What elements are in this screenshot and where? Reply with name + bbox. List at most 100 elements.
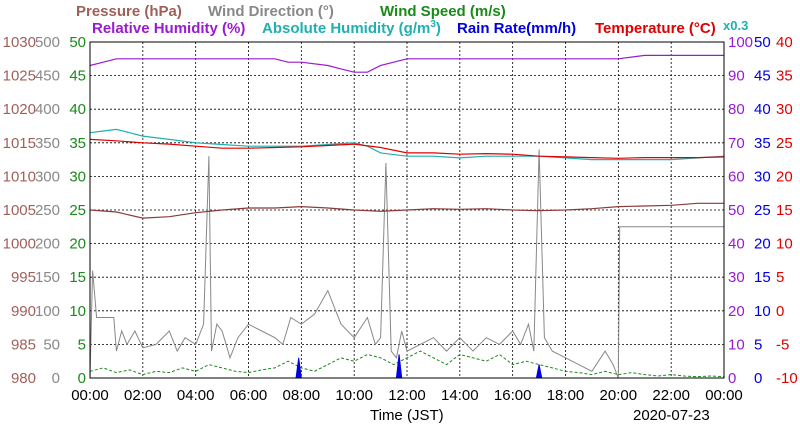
tick-label-wind-speed: 10 (69, 303, 86, 320)
tick-label-wind-direction: 0 (52, 370, 60, 387)
tick-label-wind-speed: 0 (78, 370, 86, 387)
series-group (89, 54, 725, 379)
tick-label-pressure: 985 (11, 336, 36, 353)
header-wind-speed: Wind Speed (m/s) (380, 3, 506, 20)
tick-label-pressure: 990 (11, 303, 36, 320)
tick-label-wind-speed: 35 (69, 135, 86, 152)
tick-label-wind-direction: 350 (35, 135, 60, 152)
header-absolute-humidity-close: ) (436, 20, 441, 37)
tick-label-wind-direction: 200 (35, 236, 60, 253)
series-pressure (89, 202, 724, 219)
tick-label-pressure: 1015 (3, 135, 36, 152)
x-axis-label: Time (JST) (370, 407, 444, 424)
tick-labels: 1030102510201015101010051000995990985980… (3, 34, 798, 404)
tick-label-pressure: 1030 (3, 34, 36, 51)
tick-label-temperature: 10 (776, 236, 793, 253)
tick-label-wind-direction: 400 (35, 101, 60, 118)
tick-label-rain-rate: 50 (754, 34, 771, 51)
tick-label-wind-direction: 100 (35, 303, 60, 320)
tick-label-rain-rate: 35 (754, 135, 771, 152)
series-relative-humidity (89, 54, 724, 73)
tick-label-temperature: 40 (776, 34, 793, 51)
header-absolute-humidity-exp: 3 (430, 19, 436, 30)
tick-label-relative-humidity: 20 (728, 303, 745, 320)
tick-label-wind-speed: 15 (69, 269, 86, 286)
tick-label-wind-direction: 300 (35, 168, 60, 185)
tick-label-rain-rate: 15 (754, 269, 771, 286)
tick-label-rain-rate: 0 (754, 370, 762, 387)
header-rain-rate: Rain Rate(mm/h) (457, 20, 576, 37)
tick-label-pressure: 1025 (3, 68, 36, 85)
tick-label-rain-rate: 10 (754, 303, 771, 320)
header-scale-note: x0.3 (723, 18, 748, 33)
tick-label-wind-speed: 5 (78, 336, 86, 353)
tick-label-wind-direction: 50 (43, 336, 60, 353)
x-tick-label: 12:00 (388, 387, 426, 404)
tick-label-relative-humidity: 30 (728, 269, 745, 286)
series-wind-direction (89, 149, 724, 379)
x-tick-label: 02:00 (124, 387, 162, 404)
x-tick-label: 08:00 (283, 387, 321, 404)
tick-label-pressure: 995 (11, 269, 36, 286)
tick-label-pressure: 1000 (3, 236, 36, 253)
tick-label-relative-humidity: 50 (728, 202, 745, 219)
tick-label-rain-rate: 25 (754, 202, 771, 219)
tick-label-rain-rate: 5 (754, 336, 762, 353)
tick-label-relative-humidity: 100 (728, 34, 753, 51)
series-absolute-humidity (89, 128, 725, 161)
header-relative-humidity: Relative Humidity (%) (92, 20, 245, 37)
series-rain-rate-spike (395, 354, 403, 379)
date-label: 2020-07-23 (633, 407, 710, 424)
tick-label-relative-humidity: 70 (728, 135, 745, 152)
tick-label-temperature: 15 (776, 202, 793, 219)
tick-label-wind-direction: 150 (35, 269, 60, 286)
tick-label-pressure: 1010 (3, 168, 36, 185)
tick-label-relative-humidity: 80 (728, 101, 745, 118)
x-tick-label: 00:00 (705, 387, 743, 404)
x-tick-label: 20:00 (600, 387, 638, 404)
tick-label-wind-speed: 45 (69, 68, 86, 85)
tick-label-wind-speed: 20 (69, 236, 86, 253)
tick-label-pressure: 1005 (3, 202, 36, 219)
header-pressure: Pressure (hPa) (76, 3, 182, 20)
tick-label-rain-rate: 20 (754, 236, 771, 253)
tick-label-rain-rate: 45 (754, 68, 771, 85)
series-rain-rate-spike (535, 364, 543, 379)
tick-label-temperature: 30 (776, 101, 793, 118)
header-wind-direction: Wind Direction (°) (208, 3, 334, 20)
tick-label-temperature: 0 (776, 303, 784, 320)
tick-label-temperature: -10 (776, 370, 798, 387)
tick-label-wind-speed: 30 (69, 168, 86, 185)
plot-frame (89, 41, 725, 379)
x-tick-label: 22:00 (652, 387, 690, 404)
series-temperature (89, 138, 725, 159)
tick-label-wind-speed: 50 (69, 34, 86, 51)
tick-label-wind-direction: 500 (35, 34, 60, 51)
x-tick-label: 06:00 (230, 387, 268, 404)
tick-label-relative-humidity: 60 (728, 168, 745, 185)
tick-label-rain-rate: 30 (754, 168, 771, 185)
tick-label-wind-direction: 450 (35, 68, 60, 85)
tick-label-temperature: 5 (776, 269, 784, 286)
tick-label-temperature: 25 (776, 135, 793, 152)
tick-label-relative-humidity: 90 (728, 68, 745, 85)
tick-label-temperature: -5 (776, 336, 789, 353)
header-temperature: Temperature (°C) (595, 20, 716, 37)
x-tick-label: 00:00 (71, 387, 109, 404)
x-tick-label: 10:00 (335, 387, 373, 404)
tick-label-relative-humidity: 0 (728, 370, 736, 387)
x-tick-label: 04:00 (177, 387, 215, 404)
tick-label-wind-speed: 40 (69, 101, 86, 118)
x-tick-label: 16:00 (494, 387, 532, 404)
tick-label-wind-direction: 250 (35, 202, 60, 219)
tick-label-temperature: 35 (776, 68, 793, 85)
tick-label-rain-rate: 40 (754, 101, 771, 118)
x-tick-label: 18:00 (547, 387, 585, 404)
x-tick-label: 14:00 (441, 387, 479, 404)
header-absolute-humidity-text: Absolute Humidity (g/m (262, 20, 430, 37)
tick-label-pressure: 1020 (3, 101, 36, 118)
tick-label-relative-humidity: 40 (728, 236, 745, 253)
tick-label-wind-speed: 25 (69, 202, 86, 219)
tick-label-relative-humidity: 10 (728, 336, 745, 353)
